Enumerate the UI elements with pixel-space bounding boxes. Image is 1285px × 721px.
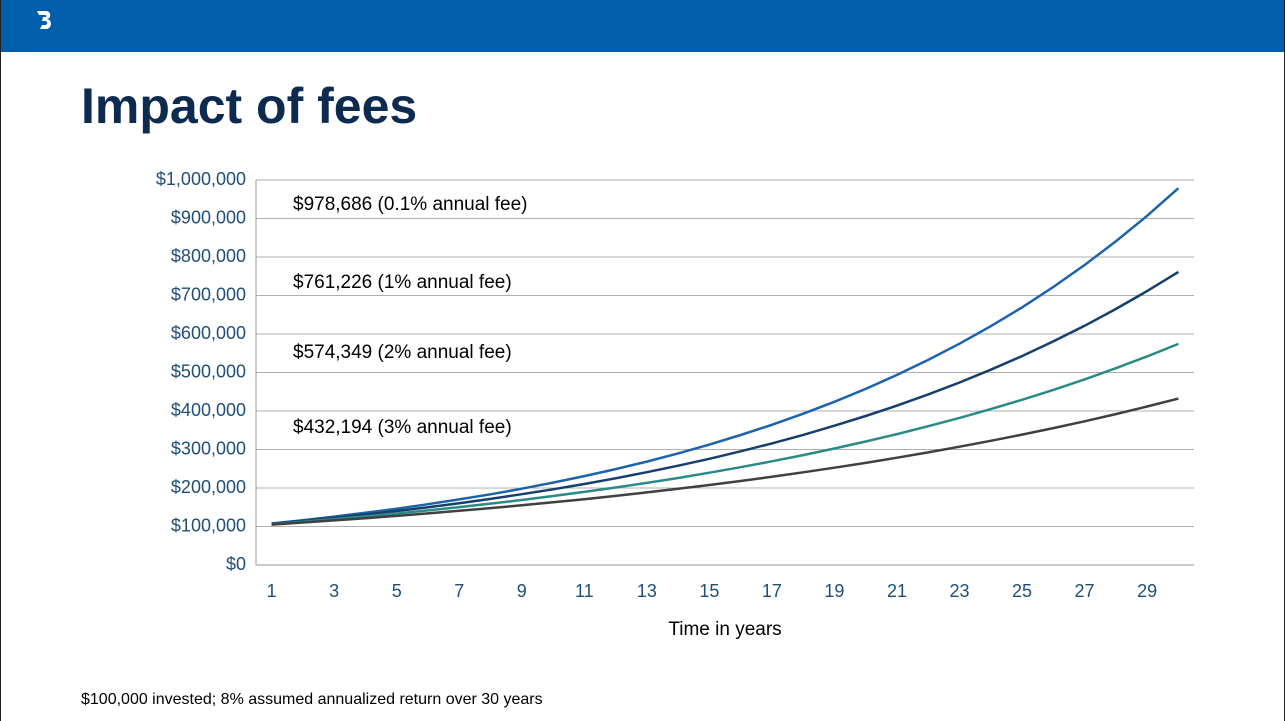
series-line	[271, 397, 1179, 526]
series-label: $761,226 (1% annual fee)	[293, 272, 512, 293]
y-tick-label: $600,000	[171, 323, 246, 343]
x-tick-label: 9	[517, 581, 527, 601]
y-tick-label: $1,000,000	[156, 169, 246, 189]
x-tick-label: 13	[637, 581, 657, 601]
series-label: $432,194 (3% annual fee)	[293, 417, 512, 438]
slide-title: Impact of fees	[81, 78, 417, 134]
x-tick-label: 25	[1012, 581, 1032, 601]
x-tick-label: 17	[762, 581, 782, 601]
x-tick-label: 3	[329, 581, 339, 601]
x-tick-label: 29	[1137, 581, 1157, 601]
x-tick-label: 7	[454, 581, 464, 601]
y-tick-label: $500,000	[171, 361, 246, 381]
y-tick-label: $0	[226, 554, 246, 574]
x-tick-label: 21	[887, 581, 907, 601]
series-label: $978,686 (0.1% annual fee)	[293, 194, 528, 215]
y-tick-label: $100,000	[171, 515, 246, 535]
y-tick-label: $200,000	[171, 477, 246, 497]
series-line	[271, 342, 1179, 526]
x-tick-label: 1	[267, 581, 277, 601]
x-tick-label: 23	[949, 581, 969, 601]
y-tick-label: $800,000	[171, 246, 246, 266]
series-line	[271, 270, 1180, 526]
series-line	[271, 187, 1180, 525]
series-label: $574,349 (2% annual fee)	[293, 342, 512, 363]
y-tick-label: $300,000	[171, 438, 246, 458]
footnote: $100,000 invested; 8% assumed annualized…	[81, 691, 543, 708]
x-tick-label: 11	[575, 581, 594, 601]
x-tick-label: 19	[824, 581, 844, 601]
x-axis-label: Time in years	[668, 619, 781, 640]
logo	[37, 11, 52, 29]
y-tick-label: $700,000	[171, 284, 246, 304]
y-tick-label: $900,000	[171, 207, 246, 227]
x-tick-label: 5	[392, 581, 402, 601]
x-tick-label: 15	[699, 581, 719, 601]
header-bar	[1, 0, 1284, 52]
y-tick-label: $400,000	[171, 400, 246, 420]
x-tick-label: 27	[1075, 581, 1095, 601]
